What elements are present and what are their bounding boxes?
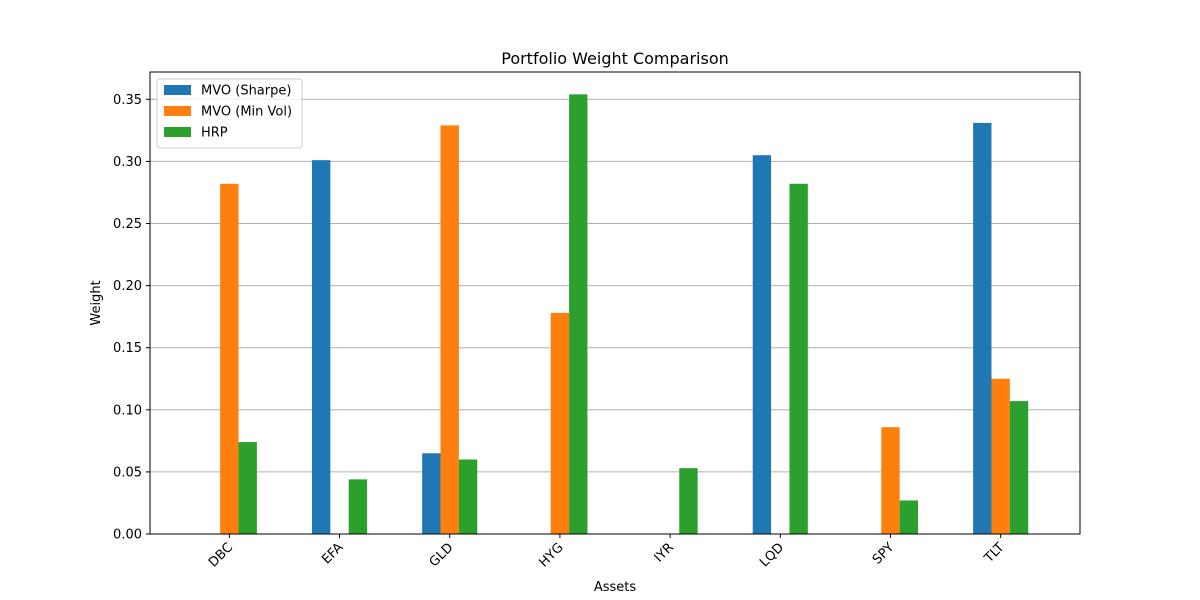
y-tick-label: 0.10	[113, 403, 142, 418]
bar-spy-1	[881, 427, 900, 534]
bar-hyg-2	[569, 94, 588, 535]
x-tick-label: HYG	[536, 540, 566, 570]
legend-entry: MVO (Min Vol)	[201, 105, 292, 120]
y-tick-label: 0.05	[113, 465, 142, 480]
y-axis: 0.00 0.05 0.10 0.15 0.20 0.25 0.30 0.35	[113, 93, 150, 543]
bar-spy-2	[899, 500, 919, 534]
chart-title: Portfolio Weight Comparison	[501, 49, 729, 68]
x-tick-label: TLT	[981, 540, 1007, 566]
x-axis: DBC EFA GLD HYG IYR LQD SPY TLT	[206, 534, 1008, 570]
bar-dbc-1	[220, 183, 239, 534]
legend-entry: MVO (Sharpe)	[201, 84, 291, 99]
bar-lqd-0	[752, 155, 772, 535]
y-tick-label: 0.00	[113, 528, 142, 543]
x-tick-label: SPY	[870, 540, 897, 567]
legend-swatch	[164, 127, 191, 137]
bar-gld-2	[458, 459, 478, 534]
y-tick-label: 0.35	[113, 93, 142, 108]
bar-efa-0	[311, 160, 331, 534]
plot-frame	[149, 71, 1081, 535]
bar-hyg-1	[550, 312, 570, 534]
legend: MVO (Sharpe) MVO (Min Vol) HRP	[156, 78, 303, 149]
grid-lines	[150, 98, 1080, 473]
bar-tlt-2	[1009, 401, 1029, 534]
bar-tlt-1	[991, 378, 1010, 534]
bar-iyr-2	[679, 468, 698, 534]
bar-gld-1	[440, 125, 459, 534]
legend-box	[156, 78, 303, 149]
x-tick-label: DBC	[206, 540, 236, 570]
legend-entry: HRP	[201, 126, 228, 141]
legend-swatch	[164, 85, 191, 95]
x-tick-label: LQD	[757, 540, 787, 570]
y-tick-label: 0.30	[113, 155, 142, 170]
y-tick-label: 0.20	[113, 279, 142, 294]
bar-gld-0	[422, 453, 441, 534]
bar-dbc-2	[238, 442, 257, 534]
x-tick-label: GLD	[427, 540, 457, 570]
y-tick-label: 0.15	[113, 341, 142, 356]
bars-group	[220, 94, 1029, 535]
y-tick-label: 0.25	[113, 217, 142, 232]
bar-efa-2	[348, 479, 368, 534]
y-axis-label: Weight	[89, 280, 104, 325]
legend-swatch	[164, 106, 191, 116]
bar-tlt-0	[973, 122, 992, 534]
x-axis-label: Assets	[594, 580, 637, 595]
x-tick-label: IYR	[652, 540, 677, 565]
x-tick-label: EFA	[319, 540, 346, 567]
bar-lqd-2	[789, 183, 808, 534]
